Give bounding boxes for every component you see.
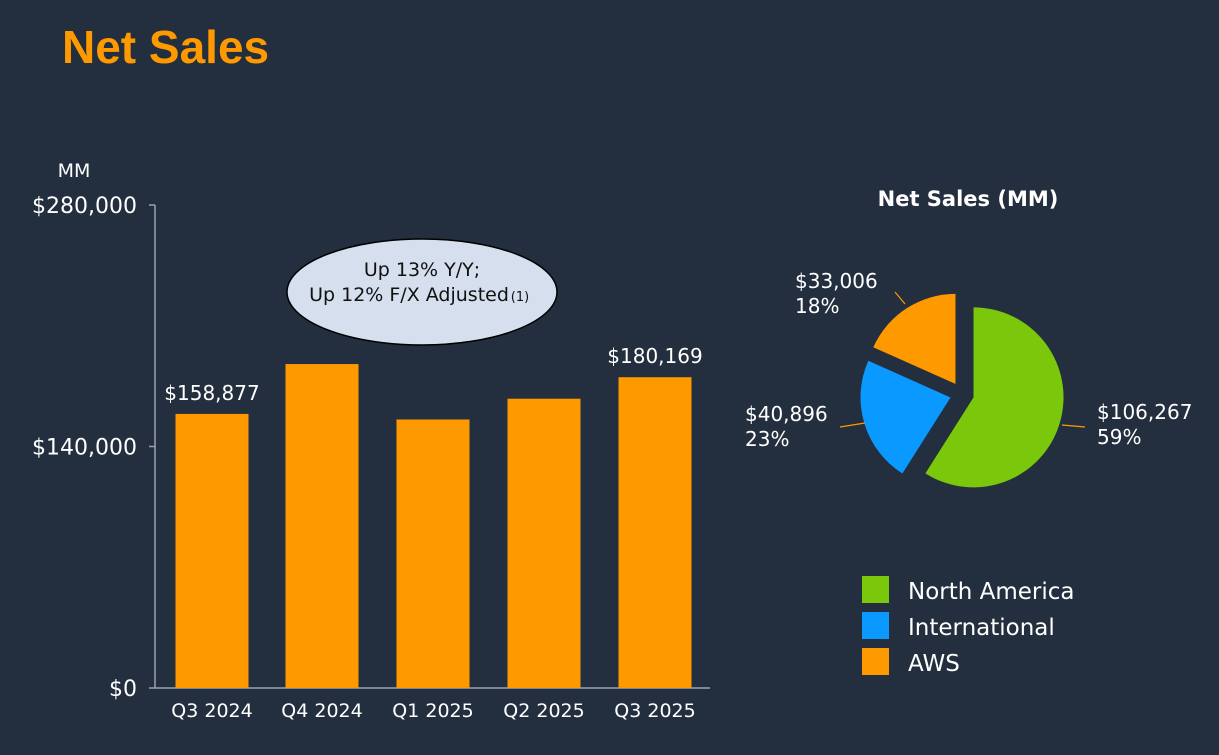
y-tick-label: $280,000 [32, 194, 137, 219]
y-axis-unit-label: MM [58, 160, 91, 182]
bar [507, 398, 581, 688]
pie-percent-label: 59% [1097, 425, 1141, 449]
bar-data-label: $158,877 [164, 381, 259, 405]
x-tick-label: Q3 2025 [614, 700, 695, 722]
legend-swatch [862, 576, 889, 603]
pie-title: Net Sales (MM) [878, 187, 1059, 211]
bar [285, 364, 359, 688]
x-tick-label: Q2 2025 [503, 700, 584, 722]
annotation-footnote: (1) [511, 290, 529, 305]
legend-label: International [908, 615, 1055, 641]
pie-value-label: $33,006 [795, 269, 878, 293]
bar-data-label: $180,169 [607, 344, 702, 368]
x-tick-label: Q4 2024 [281, 700, 362, 722]
y-tick-label: $0 [109, 677, 137, 702]
leader-line [839, 422, 866, 428]
bar [618, 377, 692, 688]
bar [175, 413, 249, 688]
pie-value-label: $40,896 [745, 402, 828, 426]
pie-percent-label: 23% [745, 427, 789, 451]
x-tick-label: Q3 2024 [171, 700, 252, 722]
page-title: Net Sales [62, 21, 270, 73]
bar [396, 419, 470, 688]
legend-swatch [862, 648, 889, 675]
x-tick-label: Q1 2025 [392, 700, 473, 722]
annotation-line-1: Up 13% Y/Y; [364, 259, 480, 281]
pie-slice [860, 360, 951, 474]
leader-line [1061, 424, 1086, 428]
legend-swatch [862, 612, 889, 639]
legend-label: AWS [908, 651, 960, 677]
y-tick-label: $140,000 [32, 436, 137, 461]
pie-value-label: $106,267 [1097, 400, 1192, 424]
legend-label: North America [908, 579, 1075, 605]
leader-line [894, 291, 906, 305]
annotation-line-2: Up 12% F/X Adjusted [309, 284, 509, 306]
growth-annotation: Up 13% Y/Y; Up 12% F/X Adjusted (1) [286, 238, 558, 346]
pie-percent-label: 18% [795, 294, 839, 318]
pie-slice [925, 307, 1064, 488]
annotation-bubble [286, 238, 558, 346]
pie-slice [873, 293, 956, 384]
